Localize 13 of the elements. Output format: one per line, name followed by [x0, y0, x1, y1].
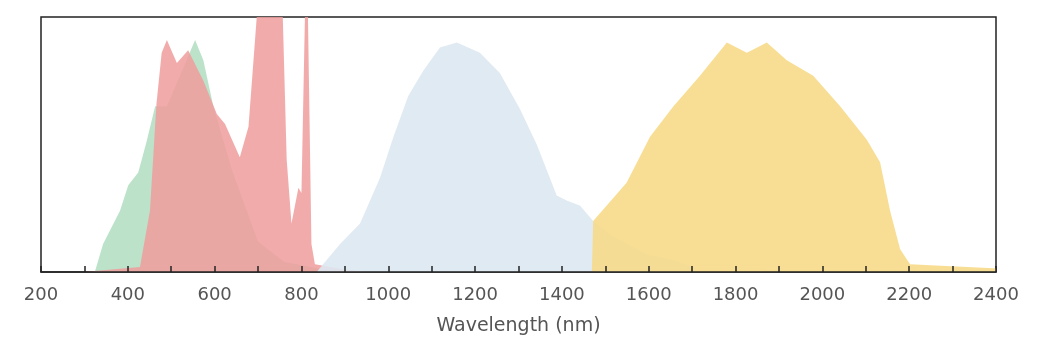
- x-axis-title: Wavelength (nm): [436, 312, 601, 335]
- x-tick-label: 1200: [452, 282, 498, 304]
- x-tick-label: 1000: [365, 282, 412, 304]
- x-tick-label: 1400: [539, 282, 585, 304]
- x-tick-label: 400: [110, 282, 145, 304]
- x-tick-label: 2000: [799, 282, 846, 304]
- x-tick-label: 600: [197, 282, 232, 304]
- x-tick-label: 2200: [886, 282, 933, 304]
- x-tick-label: 1600: [625, 282, 672, 304]
- x-tick-label: 200: [23, 282, 59, 304]
- x-tick-label: 800: [284, 282, 319, 304]
- x-tick-label: 1800: [712, 282, 759, 304]
- x-tick-label: 2400: [973, 282, 1019, 304]
